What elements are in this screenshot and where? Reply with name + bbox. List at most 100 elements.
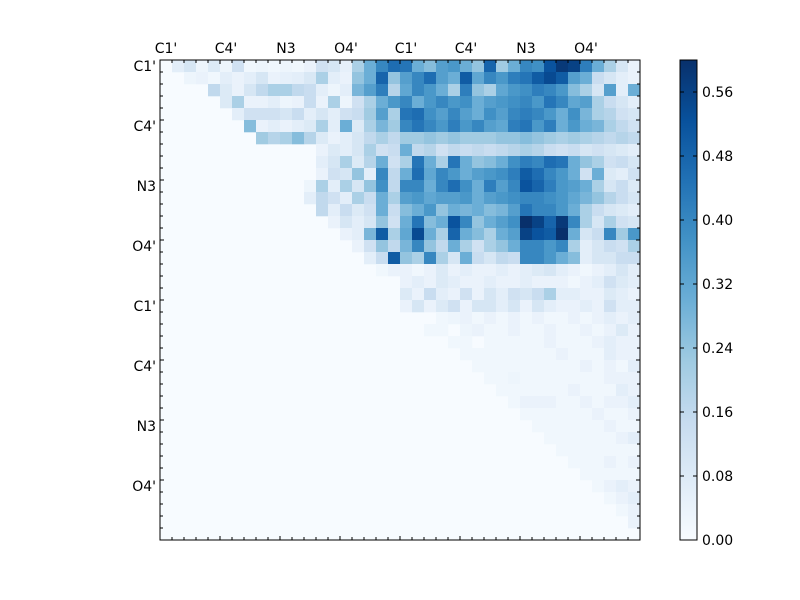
heatmap-cell <box>580 312 593 325</box>
heatmap-cell <box>532 72 545 85</box>
heatmap-cell <box>412 168 425 181</box>
heatmap-cell <box>292 120 305 133</box>
colorbar-tick-label: 0.16 <box>702 405 733 421</box>
heatmap-cell <box>244 72 257 85</box>
heatmap-cell <box>400 264 413 277</box>
heatmap-cell <box>568 144 581 157</box>
heatmap-cell <box>376 192 389 205</box>
heatmap-cell <box>292 72 305 85</box>
heatmap-cell <box>508 84 521 97</box>
heatmap-cell <box>232 72 245 85</box>
heatmap-cell <box>604 456 617 469</box>
heatmap-cell <box>604 84 617 97</box>
heatmap-cell <box>628 444 641 457</box>
heatmap-cell <box>604 180 617 193</box>
heatmap-cell <box>448 240 461 253</box>
heatmap-cell <box>376 96 389 109</box>
heatmap-cell <box>184 72 197 85</box>
heatmap-cell <box>436 240 449 253</box>
heatmap-cell <box>628 324 641 337</box>
heatmap-cell <box>532 132 545 145</box>
heatmap-cell <box>448 156 461 169</box>
heatmap-cell <box>556 312 569 325</box>
heatmap-cell <box>484 276 497 289</box>
heatmap-cell <box>232 108 245 121</box>
heatmap-cell <box>436 168 449 181</box>
heatmap-cell <box>424 192 437 205</box>
heatmap-cell <box>532 60 545 73</box>
heatmap-cell <box>436 204 449 217</box>
heatmap-cell <box>616 492 629 505</box>
heatmap-cell <box>616 384 629 397</box>
heatmap-cell <box>508 324 521 337</box>
heatmap-cell <box>268 72 281 85</box>
heatmap-cell <box>556 204 569 217</box>
heatmap-cell <box>436 180 449 193</box>
heatmap-cell <box>484 348 497 361</box>
heatmap-cell <box>484 132 497 145</box>
heatmap-cell <box>520 168 533 181</box>
heatmap-cell <box>616 204 629 217</box>
heatmap-cell <box>340 156 353 169</box>
heatmap-cell <box>460 144 473 157</box>
heatmap-cell <box>580 156 593 169</box>
heatmap-cell <box>496 60 509 73</box>
heatmap-cell <box>628 60 641 73</box>
heatmap-cell <box>496 384 509 397</box>
heatmap-cell <box>604 168 617 181</box>
heatmap-cell <box>460 216 473 229</box>
heatmap-cell <box>628 84 641 97</box>
heatmap-cell <box>532 264 545 277</box>
heatmap-cell <box>460 336 473 349</box>
heatmap-cell <box>340 60 353 73</box>
heatmap-cell <box>580 276 593 289</box>
heatmap-cell <box>388 216 401 229</box>
heatmap-cell <box>580 132 593 145</box>
heatmap-cell <box>424 60 437 73</box>
heatmap-cell <box>436 312 449 325</box>
x-tick-label: C1' <box>395 41 418 57</box>
heatmap-cell <box>628 72 641 85</box>
heatmap-cell <box>400 156 413 169</box>
heatmap-cell <box>580 180 593 193</box>
heatmap-cell <box>568 420 581 433</box>
heatmap-cell <box>532 312 545 325</box>
heatmap-cell <box>436 252 449 265</box>
heatmap-cell <box>604 96 617 109</box>
heatmap-cell <box>328 216 341 229</box>
heatmap-cell <box>580 264 593 277</box>
heatmap-cell <box>172 60 185 73</box>
heatmap-cell <box>280 72 293 85</box>
heatmap-cell <box>364 192 377 205</box>
heatmap-cell <box>400 252 413 265</box>
heatmap-cell <box>592 192 605 205</box>
heatmap-cell <box>232 84 245 97</box>
heatmap-cell <box>400 84 413 97</box>
heatmap-cell <box>364 204 377 217</box>
heatmap-cell <box>352 144 365 157</box>
heatmap-cell <box>616 420 629 433</box>
x-tick-label: C1' <box>155 41 178 57</box>
heatmap-cell <box>604 420 617 433</box>
heatmap-cell <box>412 60 425 73</box>
heatmap-cell <box>568 336 581 349</box>
heatmap-cell <box>556 108 569 121</box>
heatmap-cell <box>556 240 569 253</box>
heatmap-cell <box>604 480 617 493</box>
heatmap-cell <box>556 168 569 181</box>
heatmap-cell <box>580 420 593 433</box>
heatmap-cell <box>472 204 485 217</box>
heatmap-cell <box>580 96 593 109</box>
heatmap-cell <box>544 180 557 193</box>
heatmap-cell <box>628 276 641 289</box>
heatmap-cell <box>244 120 257 133</box>
heatmap-cell <box>580 468 593 481</box>
heatmap-cell <box>568 168 581 181</box>
heatmap-cell <box>448 108 461 121</box>
heatmap-cell <box>544 84 557 97</box>
heatmap-cell <box>400 60 413 73</box>
heatmap-cell <box>484 156 497 169</box>
heatmap-cell <box>352 180 365 193</box>
heatmap-cell <box>328 132 341 145</box>
colorbar-tick-label: 0.56 <box>702 85 733 101</box>
